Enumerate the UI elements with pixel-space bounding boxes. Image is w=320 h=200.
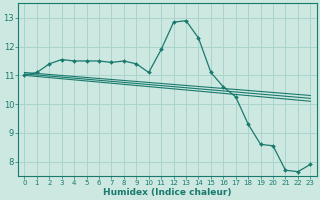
X-axis label: Humidex (Indice chaleur): Humidex (Indice chaleur) [103,188,232,197]
